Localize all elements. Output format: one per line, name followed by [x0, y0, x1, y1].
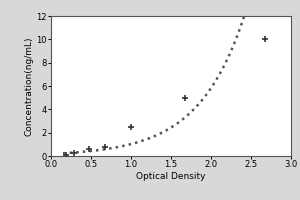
Y-axis label: Concentration(ng/mL): Concentration(ng/mL) — [25, 36, 34, 136]
X-axis label: Optical Density: Optical Density — [136, 172, 206, 181]
